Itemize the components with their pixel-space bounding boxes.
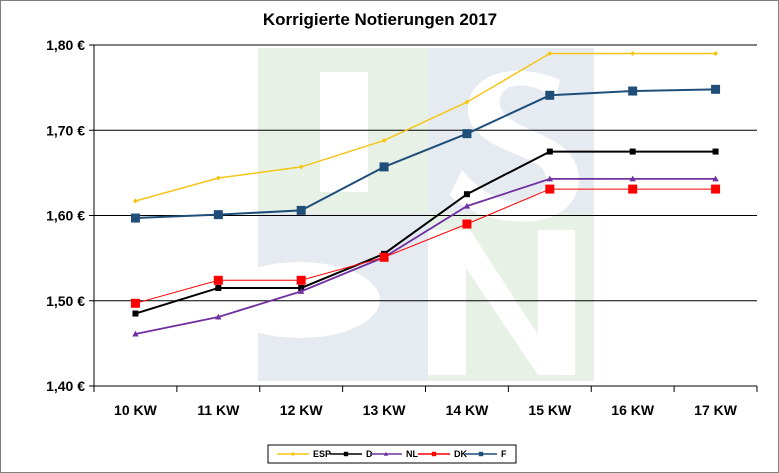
- x-tick-label: 10 KW: [114, 402, 158, 418]
- data-point-f: [462, 129, 472, 139]
- data-point-nl: [712, 175, 719, 182]
- data-point-d: [546, 148, 553, 155]
- axes: 1,40 € 1,50 € 1,60 € 1,70 € 1,80 € 10 KW 11 KW…: [46, 37, 758, 418]
- data-point-f: [711, 84, 721, 94]
- data-point-d: [463, 191, 470, 198]
- data-point-dk: [379, 252, 389, 262]
- data-point-dk: [130, 298, 140, 308]
- x-tick-label: 15 KW: [528, 402, 572, 418]
- chart-title: Korrigierte Notierungen 2017: [263, 10, 497, 29]
- data-point-esp: [132, 198, 138, 204]
- x-tick-label: 16 KW: [611, 402, 655, 418]
- legend: ESP D NL DK F: [267, 444, 517, 464]
- series-line-dk: [135, 188, 716, 304]
- legend-marker-dk: [431, 451, 437, 457]
- series-dk: [130, 184, 721, 308]
- data-point-esp: [215, 175, 221, 181]
- series-layer: [130, 51, 721, 337]
- watermark-pig-silhouette: [220, 262, 380, 338]
- data-point-d: [712, 148, 719, 155]
- series-line-esp: [135, 52, 716, 202]
- series-line-d: [135, 150, 716, 315]
- watermark-block-blue-bottom-left: [258, 213, 428, 381]
- data-point-d: [215, 284, 222, 291]
- watermark-letter-n: [428, 230, 575, 375]
- data-point-dk: [711, 184, 721, 194]
- x-tick-label: 17 KW: [694, 402, 738, 418]
- y-tick-label: 1,80 €: [46, 37, 85, 53]
- watermark-block-green-bottom-right: [428, 213, 594, 381]
- legend-label-esp: ESP: [313, 449, 331, 459]
- series-esp: [132, 51, 719, 204]
- data-point-esp: [713, 51, 719, 57]
- data-point-esp: [298, 164, 304, 170]
- series-f: [130, 84, 721, 223]
- isn-watermark: [220, 48, 594, 381]
- data-point-esp: [630, 51, 636, 57]
- y-tick-label: 1,40 €: [46, 378, 85, 394]
- y-tick-label: 1,50 €: [46, 293, 85, 309]
- data-point-nl: [463, 202, 471, 209]
- data-point-d: [132, 310, 139, 317]
- data-point-f: [379, 162, 389, 172]
- legend-marker-f: [478, 451, 484, 457]
- data-point-nl: [297, 288, 305, 294]
- legend-marker-nl: [383, 451, 389, 456]
- x-tick-label: 13 KW: [363, 402, 407, 418]
- series-line-nl: [135, 177, 716, 335]
- watermark-letter-s: [450, 70, 579, 222]
- y-tick-label: 1,70 €: [46, 122, 85, 138]
- x-tick-label: 14 KW: [446, 402, 490, 418]
- data-point-nl: [629, 175, 636, 182]
- data-point-nl: [215, 313, 222, 320]
- x-tick-label: 11 KW: [197, 402, 240, 418]
- data-point-dk: [296, 275, 306, 285]
- series-line-f: [135, 88, 716, 220]
- watermark-letter-i: [320, 72, 368, 192]
- data-point-dk: [213, 275, 223, 285]
- x-tick-label: 12 KW: [280, 402, 324, 418]
- data-point-f: [628, 86, 638, 96]
- data-point-f: [545, 90, 555, 100]
- legend-label-f: F: [501, 449, 507, 459]
- data-point-dk: [462, 219, 472, 229]
- data-point-dk: [628, 184, 638, 194]
- y-tick-label: 1,60 €: [46, 208, 85, 224]
- legend-label-dk: DK: [454, 449, 467, 459]
- data-point-nl: [546, 175, 554, 182]
- data-point-dk: [545, 184, 555, 194]
- data-point-esp: [381, 137, 387, 143]
- data-point-f: [296, 205, 306, 215]
- data-point-nl: [132, 330, 139, 337]
- data-point-esp: [464, 99, 470, 105]
- data-point-d: [298, 284, 305, 291]
- legend-marker-esp: [290, 451, 296, 457]
- data-point-esp: [547, 51, 553, 57]
- data-point-f: [130, 213, 140, 223]
- legend-label-nl: NL: [406, 449, 418, 459]
- data-point-d: [629, 148, 636, 155]
- data-point-f: [213, 210, 223, 220]
- legend-marker-d: [343, 451, 349, 457]
- legend-label-d: D: [366, 449, 373, 459]
